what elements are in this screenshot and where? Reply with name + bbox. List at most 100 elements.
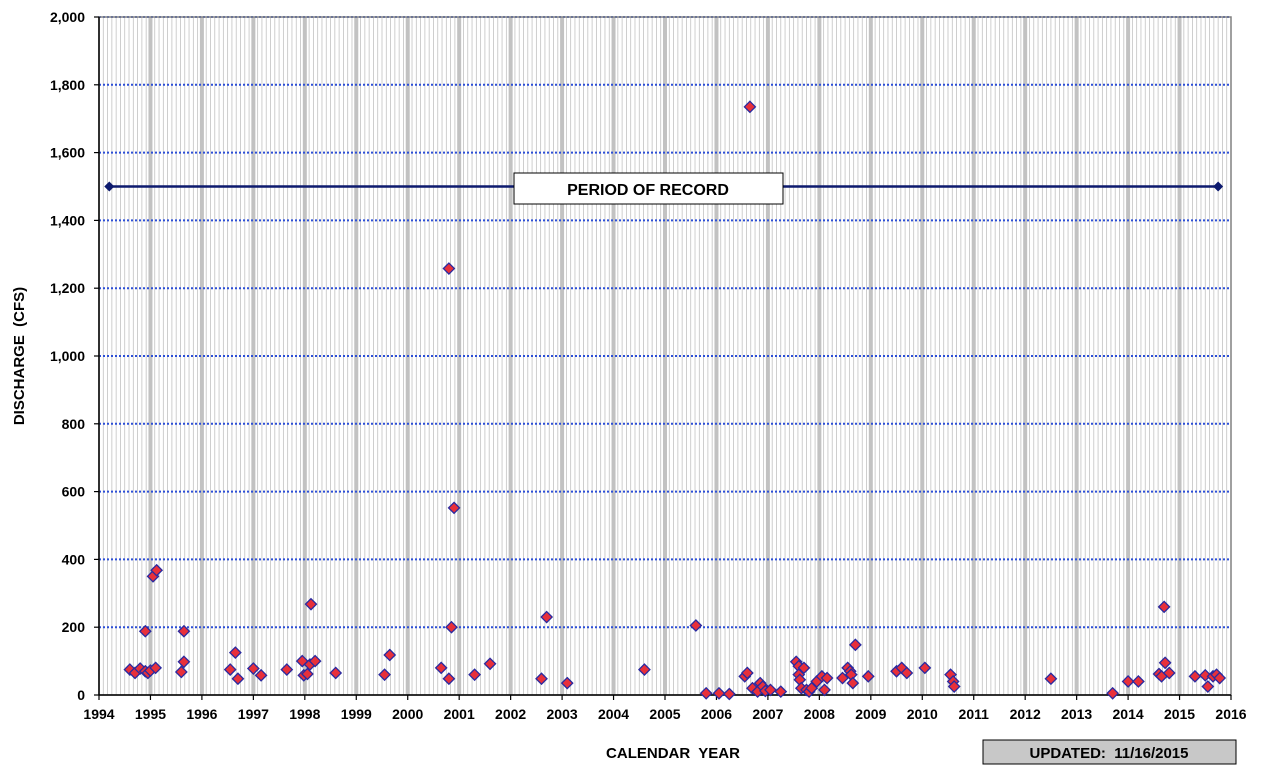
y-tick-label: 0: [77, 687, 85, 703]
x-tick-label: 1996: [186, 706, 217, 722]
data-point: [254, 668, 268, 682]
data-point: [540, 610, 554, 624]
data-point: [1201, 680, 1215, 693]
x-tick-label: 1994: [83, 706, 114, 722]
data-point: [177, 655, 191, 669]
data-point: [1131, 675, 1145, 688]
x-tick-label: 2014: [1113, 706, 1144, 722]
data-point: [637, 663, 651, 676]
data-point: [797, 661, 811, 675]
y-axis-ticks: 0 200 400 600 800 1,000 1,200 1,400 1,600 1,800 2,…: [50, 9, 99, 703]
y-tick-label: 1,600: [50, 145, 85, 161]
data-point: [447, 501, 461, 515]
data-point: [1158, 656, 1172, 670]
period-of-record-label-box: [513, 172, 784, 205]
vertical-major-grid: [148, 17, 1182, 695]
x-tick-label: 2012: [1010, 706, 1041, 722]
x-tick-label: 2001: [444, 706, 475, 722]
data-point: [223, 663, 237, 676]
x-tick-label: 2011: [959, 706, 990, 722]
period-of-record-label: PERIOD OF RECORD: [567, 182, 729, 199]
x-tick-label: 2002: [495, 706, 526, 722]
x-tick-label: 2006: [701, 706, 732, 722]
y-tick-label: 1,800: [50, 77, 85, 93]
y-tick-label: 200: [62, 619, 86, 635]
data-point: [699, 686, 713, 700]
data-point: [846, 676, 860, 690]
data-point: [740, 666, 754, 680]
data-point: [712, 686, 726, 700]
period-of-record: PERIOD OF RECORD: [104, 172, 1224, 205]
x-tick-label: 2000: [392, 706, 423, 722]
data-point: [378, 668, 391, 682]
data-point: [861, 669, 875, 683]
data-point: [900, 666, 914, 680]
x-axis-ticks: 1994 1995 1996 1997 1998 1999 2000 2001 2002 2003…: [83, 695, 1247, 722]
data-point: [149, 661, 163, 675]
data-points: [123, 100, 1227, 701]
y-tick-label: 1,000: [50, 348, 85, 364]
data-point: [442, 262, 456, 275]
data-point: [468, 668, 482, 682]
data-point: [1157, 600, 1171, 614]
data-point: [535, 672, 548, 686]
y-tick-label: 400: [62, 551, 86, 567]
data-point: [177, 624, 191, 638]
data-point: [805, 681, 819, 695]
data-point: [280, 663, 294, 676]
data-point: [1162, 666, 1176, 680]
y-tick-label: 800: [62, 416, 86, 432]
x-tick-label: 2005: [649, 706, 680, 722]
data-point: [947, 680, 961, 693]
updated-label: UPDATED: 11/16/2015: [1030, 745, 1189, 762]
data-point: [689, 619, 703, 632]
updated-badge: [982, 739, 1237, 765]
data-point: [764, 683, 777, 697]
x-tick-label: 1995: [135, 706, 166, 722]
data-point: [818, 683, 831, 697]
data-point: [1198, 668, 1212, 682]
y-tick-label: 1,400: [50, 212, 85, 228]
data-point: [246, 662, 260, 675]
data-point: [138, 624, 152, 638]
data-point: [442, 672, 456, 686]
data-point: [174, 665, 188, 679]
data-point: [722, 687, 736, 701]
data-point: [304, 597, 318, 611]
x-tick-label: 1997: [238, 706, 269, 722]
y-tick-label: 1,200: [50, 280, 85, 296]
data-point: [445, 620, 458, 634]
data-point: [1121, 675, 1135, 688]
data-point: [228, 646, 242, 660]
data-point: [434, 661, 448, 675]
data-point: [150, 563, 164, 577]
data-point: [1213, 671, 1227, 685]
x-tick-label: 1998: [289, 706, 320, 722]
x-axis-title: CALENDAR YEAR: [606, 745, 740, 762]
data-point: [836, 671, 849, 685]
data-point: [918, 661, 932, 675]
x-tick-label: 2004: [598, 706, 629, 722]
x-tick-label: 2016: [1215, 706, 1246, 722]
data-point: [329, 666, 343, 680]
x-tick-label: 2013: [1061, 706, 1092, 722]
data-point: [300, 667, 314, 681]
x-tick-label: 2008: [804, 706, 835, 722]
data-point: [308, 654, 322, 668]
data-point: [483, 657, 497, 671]
period-of-record-end-marker: [1213, 181, 1224, 192]
y-tick-label: 600: [62, 484, 86, 500]
data-point: [743, 100, 757, 114]
x-tick-label: 2015: [1164, 706, 1195, 722]
x-tick-label: 2009: [855, 706, 886, 722]
data-point: [560, 676, 574, 690]
data-point: [383, 648, 397, 662]
data-point: [1188, 669, 1202, 683]
data-point: [820, 671, 834, 685]
period-of-record-start-marker: [104, 181, 115, 192]
x-tick-label: 2003: [547, 706, 578, 722]
x-tick-label: 2010: [907, 706, 938, 722]
y-axis-title: DISCHARGE (CFS): [11, 287, 28, 425]
data-point: [1044, 672, 1058, 686]
